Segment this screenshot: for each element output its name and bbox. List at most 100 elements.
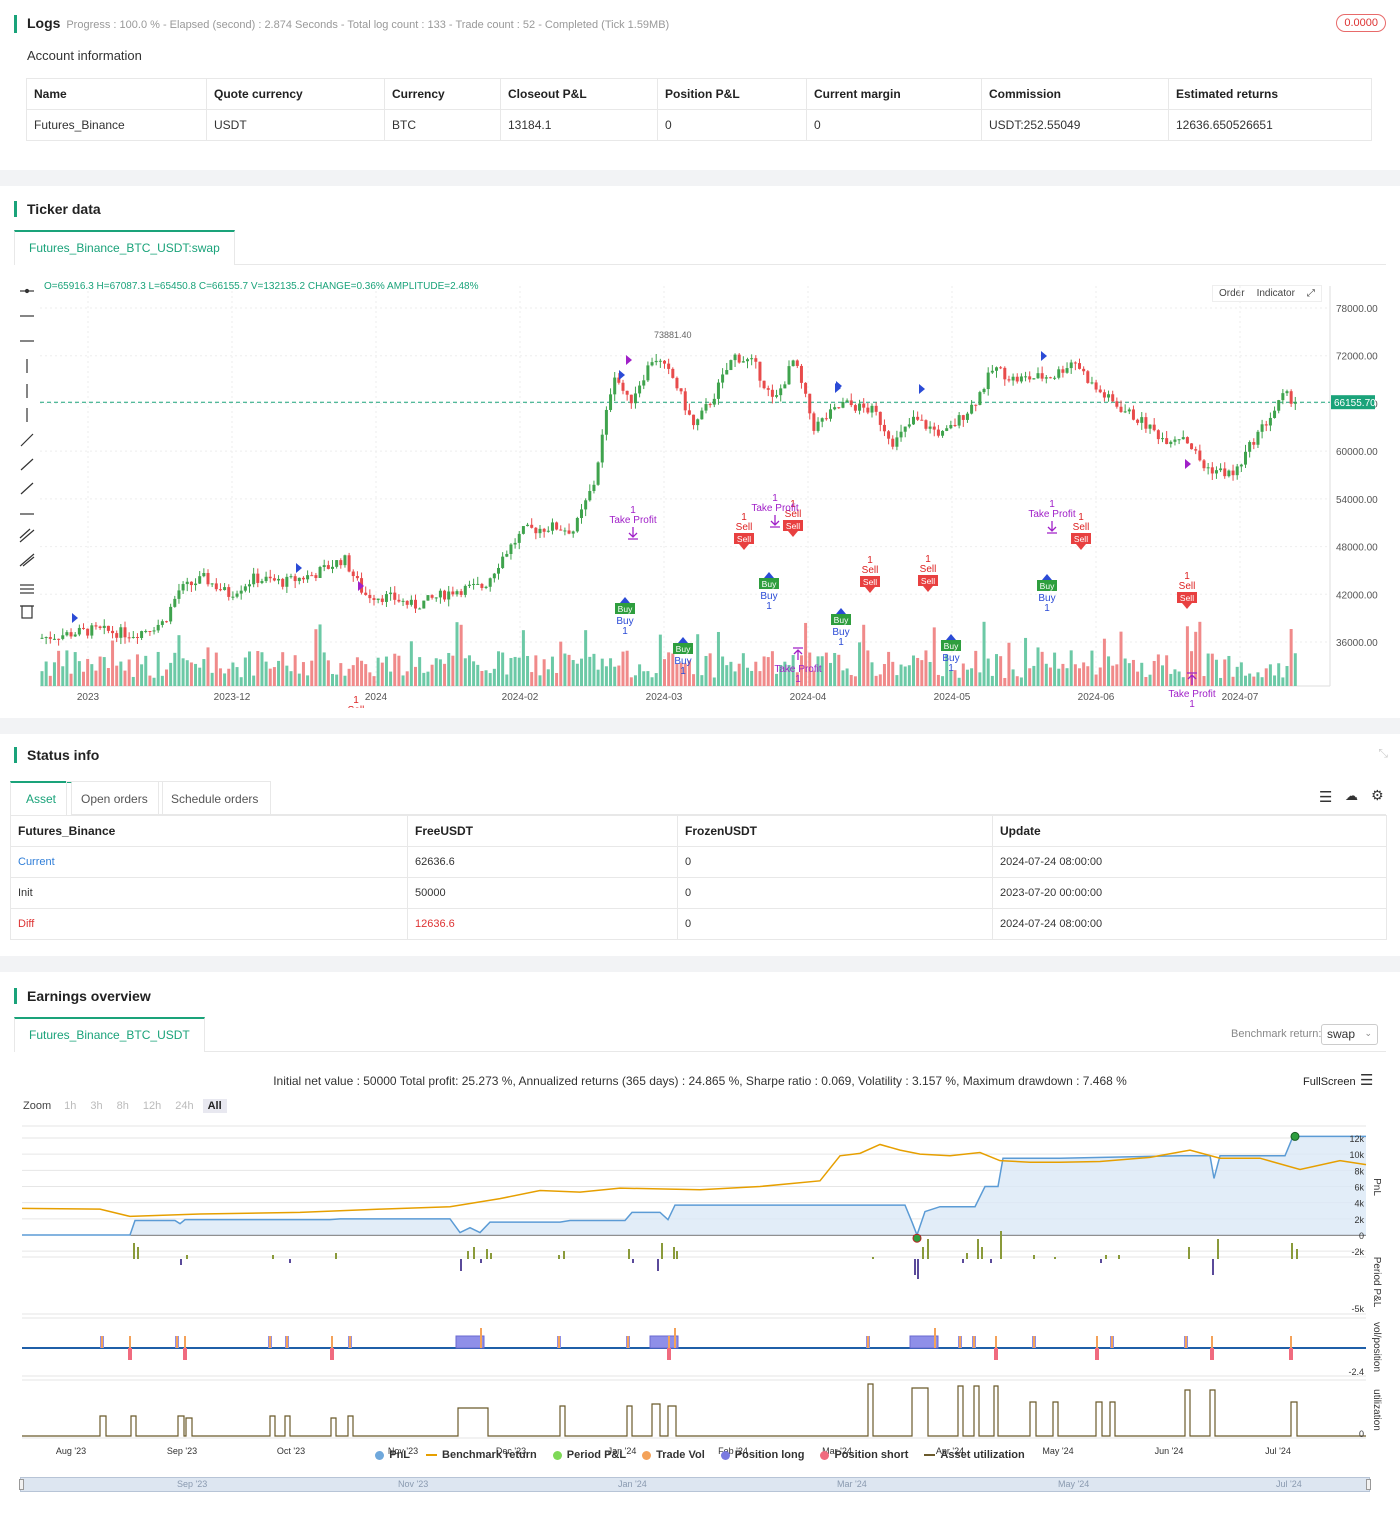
earnings-chart[interactable]: 12k 10k 8k 6k 4k 2k 0 -2k -5k -2.4 0 PnL Period P&L v… — [0, 972, 1400, 1515]
candle-body — [853, 405, 857, 411]
volume-bar — [945, 654, 949, 686]
zoom-3h[interactable]: 3h — [90, 1100, 103, 1112]
indicator-button[interactable]: Indicator — [1256, 288, 1295, 299]
volume-bar — [667, 652, 671, 686]
legend-period-pnl[interactable]: Period P&L — [552, 1449, 626, 1461]
period-pnl-bar — [473, 1247, 475, 1259]
legend-trade-vol[interactable]: Trade Vol — [642, 1449, 705, 1461]
zoom-24h[interactable]: 24h — [175, 1100, 194, 1112]
tab-earnings-symbol[interactable]: Futures_Binance_BTC_USDT — [14, 1017, 205, 1052]
buy-qty: 1 — [766, 601, 772, 612]
volume-bar — [953, 670, 957, 686]
volume-bar — [741, 653, 745, 686]
legend-asset-utilization[interactable]: Asset utilization — [924, 1449, 1025, 1461]
cell: 0 — [677, 877, 993, 909]
fullscreen-button[interactable]: FullScreen — [1303, 1076, 1356, 1088]
candle-body — [472, 583, 476, 585]
navigator-handle-right[interactable] — [1366, 1479, 1371, 1490]
sell-flag — [783, 520, 803, 531]
volume-bar — [326, 660, 330, 686]
candle-body — [73, 634, 77, 637]
navigator-tick-label: Mar '24 — [837, 1479, 867, 1489]
candle-body — [779, 388, 783, 396]
cell: 0 — [657, 109, 807, 141]
buy-text: Buy — [616, 616, 633, 627]
volume-bar — [314, 629, 318, 686]
order-button[interactable]: Order — [1219, 288, 1245, 299]
candle-body — [1194, 449, 1198, 451]
volume-bar — [621, 651, 625, 686]
trade-vol-bar — [627, 1336, 629, 1348]
cloud-download-icon[interactable]: ☁ — [1345, 788, 1358, 803]
candle-body — [737, 354, 741, 363]
position-short-bar — [994, 1348, 998, 1360]
expand-icon[interactable]: ⤢ — [1306, 288, 1315, 299]
signal-triangle-icon — [619, 370, 625, 380]
benchmark-select[interactable]: swap ⌄ — [1321, 1024, 1378, 1045]
candle-body — [613, 377, 617, 395]
candle-body — [965, 413, 969, 420]
status-title: Status info — [14, 747, 99, 763]
buy-qty: 1 — [838, 637, 844, 648]
legend-benchmark[interactable]: Benchmark return — [426, 1449, 537, 1461]
candle-body — [227, 587, 231, 597]
period-pnl-bar — [632, 1259, 634, 1263]
legend-dot — [375, 1450, 385, 1460]
x-tick-label: Dec '23 — [496, 1446, 526, 1456]
candle-body — [443, 590, 447, 600]
candle-body — [1078, 363, 1081, 369]
volume-bar — [530, 672, 534, 686]
zoom-1h[interactable]: 1h — [64, 1100, 77, 1112]
trade-vol-bar — [867, 1336, 869, 1348]
candle-body — [750, 358, 754, 360]
candle-body — [766, 388, 770, 390]
navigator-handle-left[interactable] — [19, 1479, 24, 1490]
candle-body — [281, 578, 285, 587]
cell: 62636.6 — [407, 846, 678, 878]
list-icon[interactable]: ☰ — [1319, 789, 1333, 806]
x-tick-label: 2024-05 — [934, 692, 971, 703]
axis-title: vol/position — [1371, 1322, 1382, 1372]
volume-bar — [418, 657, 422, 686]
cell: 50000 — [407, 877, 678, 909]
trade-vol-bar — [184, 1336, 186, 1348]
parallel-channel-icon — [19, 529, 35, 543]
volume-bar — [787, 664, 791, 686]
tab-asset[interactable]: Asset — [10, 781, 73, 815]
volume-bar — [189, 662, 193, 686]
legend-position-long[interactable]: Position long — [720, 1449, 804, 1461]
candle-body — [995, 367, 998, 371]
volume-bar — [455, 622, 459, 686]
volume-bar — [625, 650, 629, 686]
volume-bar — [1098, 667, 1102, 686]
zoom-12h[interactable]: 12h — [142, 1100, 162, 1112]
candle-body — [808, 393, 812, 414]
col-currency: Currency — [384, 78, 501, 110]
candle-body — [393, 592, 397, 600]
candle-body — [858, 403, 862, 411]
tab-open-orders[interactable]: Open orders — [66, 781, 163, 815]
range-navigator[interactable]: Sep '23 Nov '23 Jan '24 Mar '24 May '24 Jul '… — [19, 1477, 1371, 1492]
y-tick-label: -2.4 — [1348, 1367, 1364, 1377]
volume-bar — [775, 673, 779, 686]
gear-icon[interactable]: ⚙ — [1371, 787, 1384, 803]
candle-body — [716, 382, 720, 399]
tab-schedule-orders[interactable]: Schedule orders — [158, 781, 272, 815]
zoom-8h[interactable]: 8h — [116, 1100, 129, 1112]
candle-body — [642, 380, 646, 386]
axis-title: Period P&L — [1371, 1257, 1382, 1308]
sell-flag — [860, 576, 880, 587]
menu-icon[interactable]: ☰ — [1360, 1072, 1374, 1089]
volume-bar — [1090, 650, 1094, 686]
tab-ticker-symbol[interactable]: Futures_Binance_BTC_USDT:swap — [14, 230, 235, 265]
legend-position-short[interactable]: Position short — [820, 1449, 908, 1461]
legend-pnl[interactable]: PnL — [375, 1449, 410, 1461]
collapse-icon[interactable]: ⤡ — [1378, 746, 1388, 760]
zoom-all[interactable]: All — [202, 1099, 227, 1113]
candle-body — [733, 354, 737, 361]
drawing-tools-icons — [19, 288, 35, 619]
volume-bar — [853, 676, 857, 686]
candle-body — [1007, 379, 1011, 381]
candle-body — [970, 404, 974, 414]
